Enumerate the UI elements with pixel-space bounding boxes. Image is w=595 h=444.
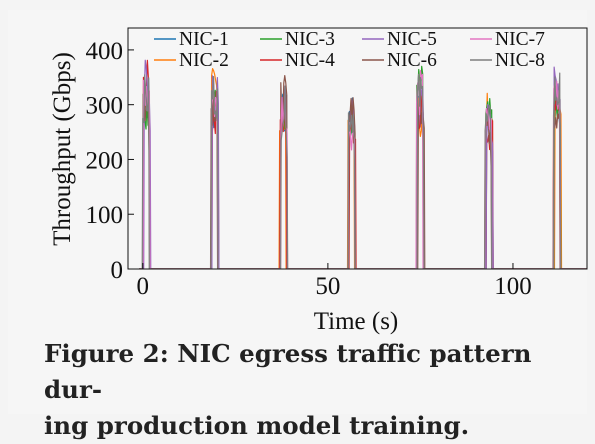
x-tick-label: 100 (494, 273, 532, 300)
figure-frame: 0 50 100 0 100 200 300 400 NIC-1 NIC-2 NIC-3 NIC-4… (8, 10, 588, 440)
x-axis-label: Time (s) (314, 308, 399, 335)
caption-line-1: Figure 2: NIC egress traffic pattern dur… (44, 339, 532, 404)
legend-label-nic-3: NIC-3 (285, 29, 335, 50)
caption-line-2: ing production model training. (44, 411, 470, 440)
series-line-nic-5 (139, 59, 587, 269)
axes: 0 50 100 0 100 200 300 400 (86, 27, 588, 300)
legend-label-nic-4: NIC-4 (285, 50, 335, 71)
legend-label-nic-1: NIC-1 (179, 29, 229, 50)
plot-content (139, 59, 587, 269)
series-line-nic-3 (139, 65, 587, 269)
series-line-nic-6 (139, 75, 587, 269)
series-lines (139, 59, 587, 269)
plot-frame (127, 27, 588, 270)
series-line-nic-8 (139, 72, 587, 269)
y-tick-label: 400 (86, 38, 124, 65)
legend-label-nic-6: NIC-6 (387, 50, 437, 71)
y-tick-label: 300 (86, 93, 124, 120)
y-tick-label: 0 (111, 257, 124, 284)
y-axis-label: Throughput (Gbps) (49, 52, 76, 246)
legend-label-nic-7: NIC-7 (495, 29, 545, 50)
y-tick-label: 100 (86, 202, 124, 229)
series-line-nic-2 (139, 67, 587, 269)
y-tick-label: 200 (86, 147, 124, 174)
legend-label-nic-5: NIC-5 (387, 29, 437, 50)
series-line-nic-4 (139, 59, 587, 269)
series-line-nic-1 (139, 77, 587, 269)
figure-panel (8, 10, 587, 414)
figure-caption: Figure 2: NIC egress traffic pattern dur… (44, 336, 589, 444)
x-tick-label: 50 (315, 273, 340, 300)
series-line-nic-7 (139, 69, 587, 269)
legend-label-nic-8: NIC-8 (495, 50, 545, 71)
x-tick-label: 0 (137, 273, 150, 300)
legend-label-nic-2: NIC-2 (179, 50, 229, 71)
